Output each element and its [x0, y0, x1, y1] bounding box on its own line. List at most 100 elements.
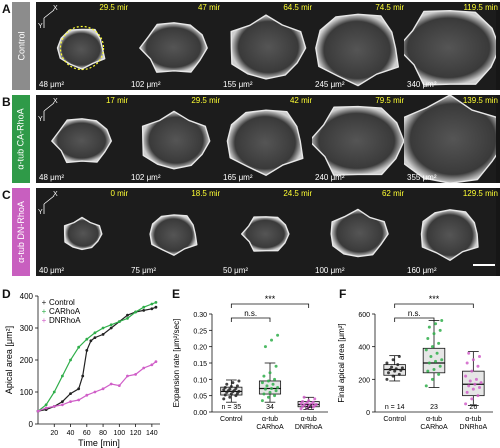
- data-point: [154, 360, 158, 363]
- area-label: 100 μm²: [315, 266, 345, 275]
- data-point: [270, 386, 274, 390]
- data-point: [385, 361, 389, 365]
- area-label: 340 μm²: [407, 80, 437, 89]
- data-point: [260, 381, 264, 385]
- cell-image: [128, 188, 220, 276]
- data-point: [471, 387, 475, 391]
- data-point: [263, 345, 267, 349]
- cell-image: [312, 2, 404, 90]
- category-label: DNRhoA: [460, 424, 488, 431]
- data-point: [464, 402, 468, 406]
- cell-image: XY: [36, 95, 128, 183]
- data-point: [393, 369, 397, 373]
- n-label: n = 35: [221, 404, 241, 411]
- data-point: [234, 386, 238, 390]
- timepoint-label: 47 min: [197, 3, 222, 12]
- axes-glyph: XY: [38, 98, 58, 123]
- data-point: [470, 369, 474, 373]
- n-label: 26: [469, 404, 477, 411]
- data-point: [478, 386, 482, 389]
- category-label: α-tub: [426, 416, 442, 423]
- condition-label: α-tub DN-RhoA: [12, 188, 30, 276]
- cell-image: [404, 2, 496, 90]
- data-point: [432, 332, 436, 336]
- panel-letter-e: E: [172, 287, 181, 301]
- data-point: [142, 366, 146, 370]
- n-label: 23: [430, 404, 438, 411]
- cell-image: [220, 95, 312, 183]
- cell-image: [220, 2, 312, 90]
- data-point: [235, 384, 239, 388]
- category-label: Control: [220, 416, 243, 423]
- significance-bracket: [394, 317, 435, 322]
- series-line-dnrhoa: [37, 361, 157, 412]
- micrograph-frame: X Y 29.5 min 48 μm²: [36, 2, 133, 90]
- micrograph-frame: 42 min 165 μm²: [220, 95, 317, 183]
- x-tick-label: 60: [83, 430, 91, 437]
- data-point: [302, 395, 306, 399]
- data-point: [101, 387, 105, 391]
- data-point: [69, 358, 72, 362]
- data-point: [465, 390, 469, 394]
- data-point: [126, 317, 129, 320]
- y-tick-label: 200: [358, 377, 370, 384]
- data-point: [52, 390, 56, 394]
- axes-glyph: XY: [38, 5, 58, 30]
- category-label: CARhoA: [420, 424, 448, 431]
- data-point: [77, 387, 81, 391]
- legend-label: DNRhoA: [49, 316, 81, 325]
- data-point: [85, 393, 89, 397]
- data-point: [85, 337, 89, 341]
- data-point: [435, 351, 439, 355]
- legend-label: Control: [49, 298, 75, 307]
- data-point: [390, 365, 394, 369]
- data-point: [61, 403, 64, 407]
- legend-marker: +: [42, 307, 47, 316]
- cell-image: [404, 95, 496, 183]
- x-tick-label: 140: [146, 430, 158, 437]
- micrograph-frame: 29.5 min 102 μm²: [128, 95, 225, 183]
- scale-bar: [473, 264, 495, 266]
- data-point: [126, 313, 129, 317]
- data-point: [276, 386, 280, 389]
- data-point: [222, 388, 226, 392]
- data-point: [266, 379, 270, 383]
- area-label: 40 μm²: [39, 266, 65, 275]
- legend-marker: +: [42, 316, 47, 325]
- data-point: [440, 358, 444, 362]
- data-point: [424, 384, 428, 388]
- x-axis-label: Time [min]: [78, 438, 120, 448]
- data-point: [299, 407, 303, 411]
- timepoint-label: 64.5 min: [283, 3, 314, 12]
- data-point: [314, 402, 318, 406]
- significance-label: n.s.: [244, 309, 257, 318]
- data-point: [426, 337, 430, 340]
- data-point: [93, 331, 97, 335]
- y-tick-label: 600: [358, 312, 370, 319]
- data-point: [479, 381, 483, 385]
- panel-letter-a: A: [2, 2, 11, 16]
- category-label: DNRhoA: [295, 424, 323, 431]
- data-point: [400, 366, 404, 370]
- data-point: [274, 389, 278, 393]
- area-label: 165 μm²: [223, 173, 253, 182]
- data-point: [273, 394, 277, 398]
- svg-text:X: X: [53, 5, 58, 12]
- data-point: [467, 384, 471, 388]
- data-point: [134, 310, 138, 314]
- condition-label: Control: [12, 2, 30, 90]
- data-point: [273, 377, 277, 381]
- y-axis-label: Expansion rate [μm²/sec]: [172, 319, 181, 408]
- panel-letter-f: F: [339, 287, 347, 301]
- y-tick-label: 0.10: [193, 377, 207, 384]
- x-tick-label: 40: [67, 430, 75, 437]
- data-point: [476, 364, 480, 368]
- svg-text:Y: Y: [38, 209, 43, 216]
- data-point: [150, 302, 154, 306]
- x-tick-label: 80: [99, 430, 107, 437]
- micrograph-frame: 129.5 min 160 μm²: [404, 188, 500, 276]
- significance-bracket: [230, 317, 271, 322]
- data-point: [77, 398, 81, 402]
- timepoint-label: 129.5 min: [462, 189, 498, 198]
